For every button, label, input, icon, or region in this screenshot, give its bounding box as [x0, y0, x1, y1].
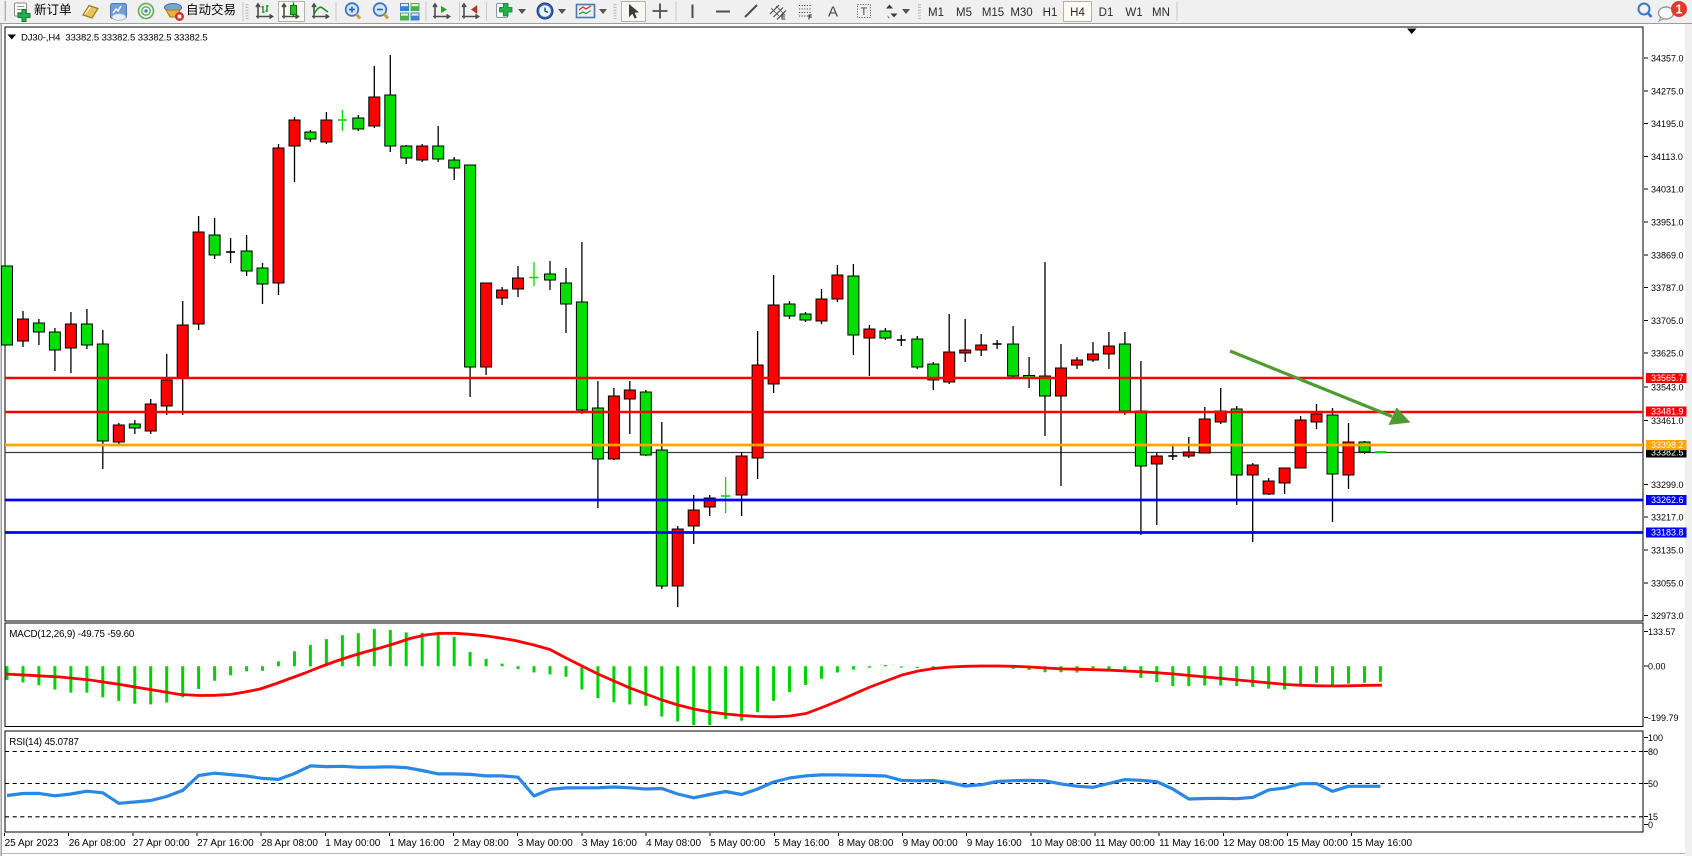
svg-text:3 May 00:00: 3 May 00:00 [518, 838, 573, 849]
svg-text:5 May 00:00: 5 May 00:00 [710, 838, 765, 849]
svg-text:RSI(14) 45.0787: RSI(14) 45.0787 [9, 737, 79, 748]
svg-text:33398.2: 33398.2 [1651, 440, 1684, 450]
svg-text:27 Apr 16:00: 27 Apr 16:00 [197, 838, 254, 849]
svg-text:DJ30-,H4 33382.5 33382.5 3338: DJ30-,H4 33382.5 33382.5 33382.5 33382.5 [21, 33, 208, 44]
svg-text:2 May 08:00: 2 May 08:00 [454, 838, 509, 849]
svg-text:33481.9: 33481.9 [1651, 407, 1684, 417]
svg-text:33705.0: 33705.0 [1651, 316, 1684, 326]
svg-text:34031.0: 34031.0 [1651, 185, 1684, 195]
svg-text:自动交易: 自动交易 [186, 2, 236, 17]
svg-text:M30: M30 [1010, 7, 1032, 19]
svg-text:33565.7: 33565.7 [1651, 373, 1684, 383]
svg-text:32973.0: 32973.0 [1651, 611, 1684, 621]
svg-text:80: 80 [1648, 747, 1658, 757]
svg-text:MACD(12,26,9) -49.75 -59.60: MACD(12,26,9) -49.75 -59.60 [9, 629, 135, 640]
svg-text:4 May 08:00: 4 May 08:00 [646, 838, 701, 849]
svg-text:0.00: 0.00 [1648, 662, 1666, 672]
svg-text:33299.0: 33299.0 [1651, 480, 1684, 490]
svg-text:26 Apr 08:00: 26 Apr 08:00 [69, 838, 126, 849]
svg-text:0: 0 [1648, 820, 1653, 830]
svg-text:F: F [808, 15, 813, 22]
svg-text:33135.0: 33135.0 [1651, 546, 1684, 556]
svg-text:10 May 08:00: 10 May 08:00 [1031, 838, 1092, 849]
svg-text:33382.5: 33382.5 [1651, 448, 1684, 458]
svg-text:33869.0: 33869.0 [1651, 250, 1684, 260]
svg-text:33787.0: 33787.0 [1651, 283, 1684, 293]
svg-text:-199.79: -199.79 [1648, 713, 1679, 723]
svg-text:33461.0: 33461.0 [1651, 416, 1684, 426]
svg-text:33625.0: 33625.0 [1651, 349, 1684, 359]
svg-text:1 May 16:00: 1 May 16:00 [389, 838, 444, 849]
svg-text:12 May 08:00: 12 May 08:00 [1223, 838, 1284, 849]
svg-text:28 Apr 08:00: 28 Apr 08:00 [261, 838, 318, 849]
svg-text:15: 15 [1648, 812, 1658, 822]
svg-text:D1: D1 [1099, 7, 1114, 19]
svg-text:15 May 16:00: 15 May 16:00 [1352, 838, 1413, 849]
svg-text:9 May 00:00: 9 May 00:00 [903, 838, 958, 849]
svg-text:5 May 16:00: 5 May 16:00 [774, 838, 829, 849]
svg-text:新订单: 新订单 [34, 2, 72, 17]
svg-text:3 May 16:00: 3 May 16:00 [582, 838, 637, 849]
svg-text:33951.0: 33951.0 [1651, 218, 1684, 228]
svg-text:H1: H1 [1043, 7, 1058, 19]
svg-text:34195.0: 34195.0 [1651, 119, 1684, 129]
svg-text:E: E [781, 15, 786, 22]
svg-text:1 May 00:00: 1 May 00:00 [325, 838, 380, 849]
svg-text:33183.8: 33183.8 [1651, 528, 1684, 538]
svg-text:15 May 00:00: 15 May 00:00 [1287, 838, 1348, 849]
svg-text:33217.0: 33217.0 [1651, 513, 1684, 523]
svg-text:8 May 08:00: 8 May 08:00 [838, 838, 893, 849]
svg-text:T: T [861, 6, 868, 18]
svg-text:MN: MN [1152, 7, 1170, 19]
svg-text:H4: H4 [1070, 7, 1085, 19]
svg-text:33543.0: 33543.0 [1651, 383, 1684, 393]
svg-text:M1: M1 [928, 7, 944, 19]
svg-text:11 May 00:00: 11 May 00:00 [1095, 838, 1155, 849]
svg-text:34357.0: 34357.0 [1651, 54, 1684, 64]
svg-text:A: A [828, 4, 838, 21]
svg-text:1: 1 [1676, 3, 1683, 17]
svg-text:34275.0: 34275.0 [1651, 86, 1684, 96]
svg-text:11 May 16:00: 11 May 16:00 [1159, 838, 1219, 849]
svg-text:9 May 16:00: 9 May 16:00 [967, 838, 1022, 849]
svg-text:27 Apr 00:00: 27 Apr 00:00 [133, 838, 190, 849]
svg-text:34113.0: 34113.0 [1651, 152, 1683, 162]
svg-text:25 Apr 2023: 25 Apr 2023 [5, 838, 59, 849]
svg-text:M5: M5 [956, 7, 972, 19]
svg-text:50: 50 [1648, 779, 1658, 789]
svg-text:33055.0: 33055.0 [1651, 578, 1684, 588]
svg-text:W1: W1 [1125, 7, 1142, 19]
svg-text:100: 100 [1648, 733, 1663, 743]
svg-text:133.57: 133.57 [1648, 627, 1676, 637]
svg-text:M15: M15 [982, 7, 1004, 19]
svg-text:33262.6: 33262.6 [1651, 495, 1684, 505]
